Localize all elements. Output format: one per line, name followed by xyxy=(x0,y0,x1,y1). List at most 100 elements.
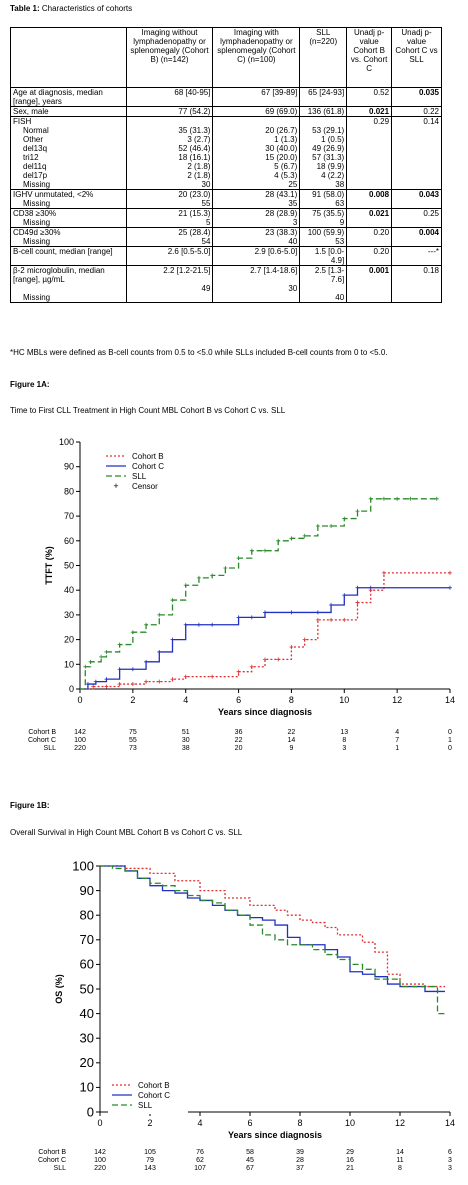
x-tick-label: 6 xyxy=(236,695,241,705)
risk-count: 45 xyxy=(246,1157,254,1164)
censor-mark xyxy=(342,593,347,598)
censor-mark xyxy=(408,496,413,501)
x-tick-label: 4 xyxy=(183,695,188,705)
x-tick-label: 12 xyxy=(392,695,402,705)
censor-mark xyxy=(329,617,334,622)
y-tick-label: 70 xyxy=(80,932,94,947)
censor-mark xyxy=(130,630,135,635)
y-tick-label: 30 xyxy=(64,610,74,620)
y-tick-label: 30 xyxy=(80,1031,94,1046)
y-tick-label: 10 xyxy=(64,659,74,669)
censor-mark xyxy=(183,583,188,588)
legend-label: SLL xyxy=(138,1101,153,1110)
x-tick-label: 2 xyxy=(130,695,135,705)
censor-mark xyxy=(329,603,334,608)
censor-mark xyxy=(85,682,90,687)
x-tick-label: 6 xyxy=(247,1118,252,1128)
risk-count: 14 xyxy=(396,1149,404,1156)
risk-count: 30 xyxy=(182,737,190,744)
risk-count: 100 xyxy=(74,737,86,744)
y-tick-label: 80 xyxy=(64,486,74,496)
y-tick-label: 90 xyxy=(64,462,74,472)
risk-count: 0 xyxy=(448,729,452,736)
x-tick-label: 8 xyxy=(289,695,294,705)
censor-mark xyxy=(289,610,294,615)
y-tick-label: 90 xyxy=(80,883,94,898)
y-tick-label: 60 xyxy=(64,536,74,546)
risk-count: 3 xyxy=(342,745,346,752)
risk-count: 9 xyxy=(289,745,293,752)
risk-count: 3 xyxy=(448,1165,452,1172)
legend-label: Cohort C xyxy=(132,462,164,471)
censor-mark xyxy=(144,659,149,664)
y-tick-label: 10 xyxy=(80,1080,94,1095)
y-tick-label: 0 xyxy=(87,1104,94,1119)
risk-count: 142 xyxy=(94,1149,106,1156)
x-tick-label: 4 xyxy=(197,1118,202,1128)
y-axis-title: TTFT (%) xyxy=(44,546,54,585)
risk-count: 38 xyxy=(182,745,190,752)
risk-count: 105 xyxy=(144,1149,156,1156)
censor-mark xyxy=(210,674,215,679)
y-tick-label: 100 xyxy=(72,858,94,873)
censor-mark xyxy=(263,657,267,662)
risk-count: 22 xyxy=(235,737,243,744)
risk-count: 39 xyxy=(296,1149,304,1156)
series-line-1 xyxy=(80,587,450,690)
legend-label: Cohort B xyxy=(138,1081,170,1090)
risk-count: 79 xyxy=(146,1157,154,1164)
censor-mark xyxy=(157,612,162,617)
censor-mark xyxy=(263,610,267,615)
risk-count: 28 xyxy=(296,1157,304,1164)
risk-count: 20 xyxy=(235,745,243,752)
risk-count: 143 xyxy=(144,1165,156,1172)
header-pvalue-bc: Unadj p-value Cohort B vs. Cohort C xyxy=(346,27,393,88)
legend-box xyxy=(102,451,182,495)
risk-row-label: Cohort C xyxy=(38,1157,66,1164)
y-tick-label: 60 xyxy=(80,957,94,972)
censor-mark xyxy=(249,664,254,669)
censor-mark xyxy=(99,654,104,659)
y-tick-label: 70 xyxy=(64,511,74,521)
censor-mark xyxy=(130,682,135,687)
risk-row-label: Cohort B xyxy=(38,1149,66,1156)
censor-mark xyxy=(183,674,188,679)
censor-mark xyxy=(144,622,149,627)
risk-count: 8 xyxy=(342,737,346,744)
y-tick-label: 20 xyxy=(80,1055,94,1070)
series-line-2 xyxy=(80,498,437,690)
header-blank xyxy=(10,27,127,88)
censor-mark xyxy=(223,565,228,570)
risk-count: 4 xyxy=(395,729,399,736)
censor-mark xyxy=(117,682,122,687)
censor-mark xyxy=(196,622,201,627)
figure-1a-label: Figure 1A: xyxy=(10,380,50,389)
risk-count: 1 xyxy=(448,737,452,744)
table-title: Table 1: Characteristics of cohorts xyxy=(10,4,133,13)
risk-count: 58 xyxy=(246,1149,254,1156)
risk-count: 100 xyxy=(94,1157,106,1164)
risk-count: 14 xyxy=(288,737,296,744)
censor-mark xyxy=(315,617,320,622)
censor-mark xyxy=(276,657,281,662)
x-tick-label: 10 xyxy=(345,1118,355,1128)
censor-mark xyxy=(355,600,360,605)
risk-count: 22 xyxy=(288,729,296,736)
risk-row-label: SLL xyxy=(44,745,57,752)
censor-symbol: + xyxy=(113,481,118,491)
y-tick-label: 20 xyxy=(64,635,74,645)
y-tick-label: 0 xyxy=(69,684,74,694)
censor-mark xyxy=(196,575,201,580)
censor-mark xyxy=(93,679,98,684)
censor-mark xyxy=(236,556,241,561)
censor-mark xyxy=(249,615,254,620)
censor-mark xyxy=(368,496,373,501)
x-tick-label: 0 xyxy=(77,695,82,705)
header-cohort-b: Imaging without lymphadenopathy or splen… xyxy=(125,27,214,88)
risk-count: 13 xyxy=(340,729,348,736)
censor-mark xyxy=(157,679,162,684)
risk-count: 37 xyxy=(296,1165,304,1172)
censor-mark xyxy=(448,585,452,590)
censor-mark xyxy=(395,496,400,501)
table-row: Age at diagnosis, median [range], years … xyxy=(10,87,442,107)
